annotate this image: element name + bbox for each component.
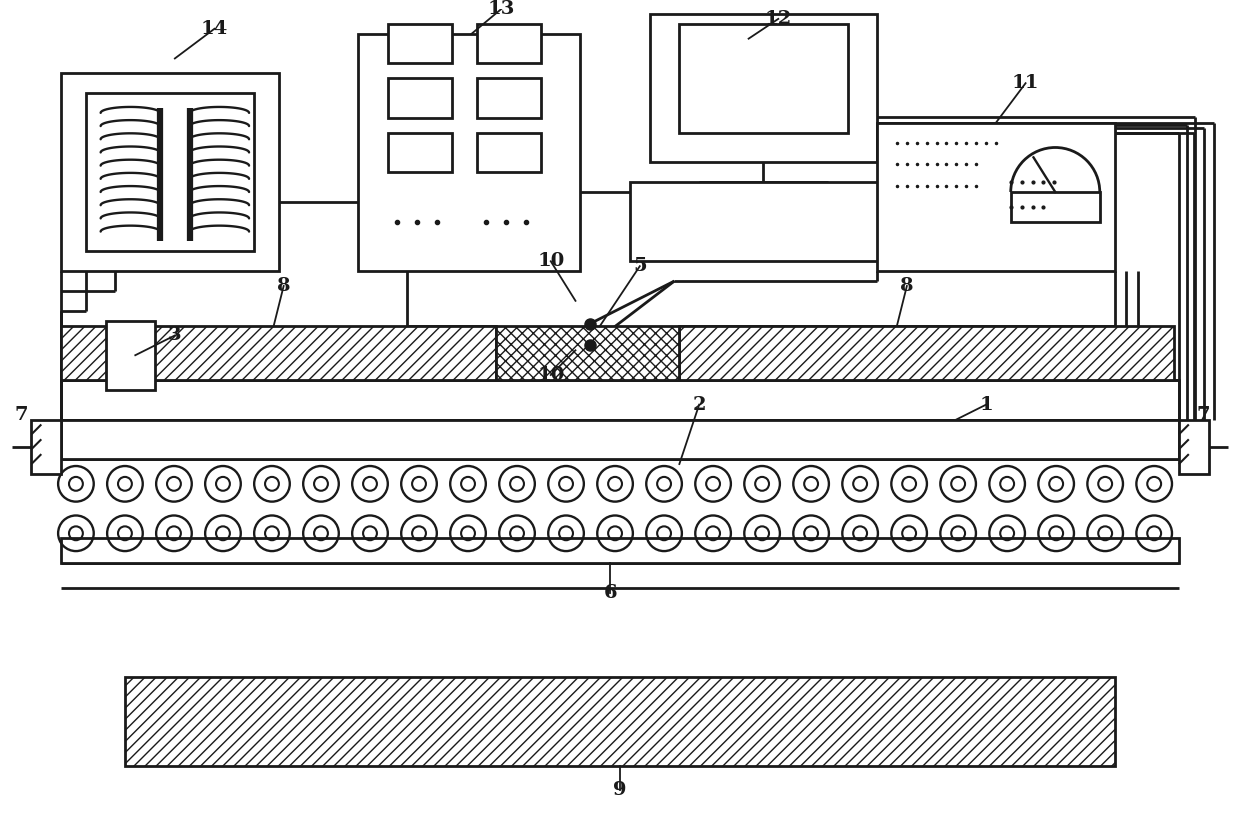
Bar <box>86 93 254 251</box>
Bar <box>358 33 580 271</box>
Bar <box>388 78 451 118</box>
Bar <box>61 380 1179 419</box>
Bar <box>61 73 279 271</box>
Text: 5: 5 <box>632 257 646 276</box>
Text: 13: 13 <box>487 0 515 18</box>
Text: 3: 3 <box>169 326 182 345</box>
Bar <box>125 676 1115 766</box>
Bar <box>1011 192 1100 221</box>
Text: 2: 2 <box>692 396 706 413</box>
Bar <box>630 182 906 261</box>
Bar <box>31 419 61 474</box>
Text: 9: 9 <box>614 782 626 799</box>
Bar <box>1179 419 1209 474</box>
Bar <box>388 24 451 63</box>
Bar <box>476 24 541 63</box>
Text: 7: 7 <box>15 406 29 423</box>
Text: 8: 8 <box>900 277 914 295</box>
Text: 14: 14 <box>201 20 228 38</box>
Bar <box>388 133 451 172</box>
Bar <box>61 326 496 380</box>
Bar <box>61 419 1179 459</box>
Bar <box>496 326 680 380</box>
Text: 6: 6 <box>604 584 618 602</box>
Text: 10: 10 <box>537 366 564 384</box>
Bar <box>877 123 1115 271</box>
Text: 10: 10 <box>537 252 564 271</box>
Bar <box>680 24 847 133</box>
Bar <box>680 326 1174 380</box>
Bar <box>61 539 1179 563</box>
Bar <box>476 133 541 172</box>
Bar <box>650 14 877 162</box>
Bar <box>476 78 541 118</box>
Text: 8: 8 <box>277 277 290 295</box>
Text: 1: 1 <box>980 396 993 413</box>
Text: 7: 7 <box>1197 406 1210 423</box>
Text: 12: 12 <box>765 10 792 28</box>
Bar <box>105 321 155 390</box>
Text: 11: 11 <box>1012 74 1039 92</box>
